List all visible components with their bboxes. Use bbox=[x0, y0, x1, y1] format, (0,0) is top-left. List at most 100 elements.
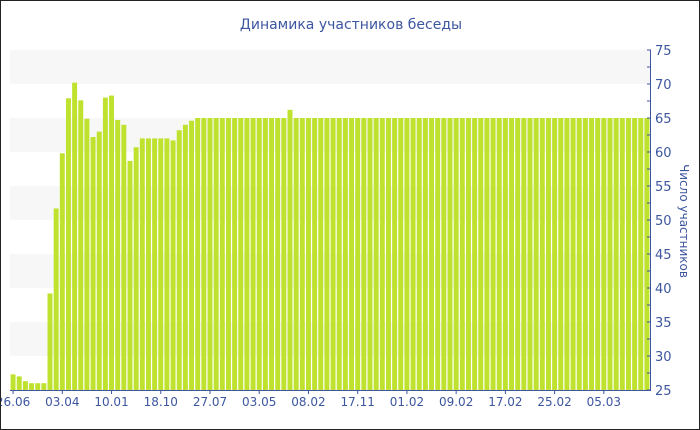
bar bbox=[453, 118, 459, 390]
bar bbox=[509, 118, 515, 390]
bar bbox=[65, 98, 71, 390]
bar bbox=[422, 118, 428, 390]
x-tick-label: 10.01 bbox=[94, 395, 128, 409]
bar bbox=[484, 118, 490, 390]
bar bbox=[182, 124, 188, 391]
bar bbox=[447, 118, 453, 390]
bar bbox=[564, 118, 570, 390]
x-tick-label: 01.02 bbox=[390, 395, 424, 409]
bar bbox=[349, 118, 355, 390]
bar bbox=[570, 118, 576, 390]
y-tick-label: 30 bbox=[655, 350, 672, 365]
bar bbox=[545, 118, 551, 390]
bar bbox=[22, 381, 28, 390]
bar bbox=[521, 118, 527, 390]
x-tick-label: 05.03 bbox=[587, 395, 621, 409]
y-tick-label: 25 bbox=[655, 384, 672, 399]
bar bbox=[262, 118, 268, 390]
bar bbox=[72, 82, 78, 390]
y-tick-label: 40 bbox=[655, 282, 672, 297]
bar bbox=[152, 138, 158, 390]
bar bbox=[465, 118, 471, 390]
bar bbox=[35, 383, 41, 390]
y-tick-label: 65 bbox=[655, 112, 672, 127]
bar bbox=[533, 118, 539, 390]
bar bbox=[527, 118, 533, 390]
grid-band bbox=[10, 50, 650, 84]
bar bbox=[219, 118, 225, 390]
bar bbox=[176, 130, 182, 391]
bar bbox=[373, 118, 379, 390]
x-tick-label: 17.11 bbox=[341, 395, 375, 409]
x-tick-label: 25.02 bbox=[537, 395, 571, 409]
bar bbox=[78, 100, 84, 390]
bar bbox=[189, 120, 195, 390]
bar bbox=[502, 118, 508, 390]
bar bbox=[392, 118, 398, 390]
y-tick-label: 75 bbox=[655, 44, 672, 59]
bar bbox=[139, 138, 145, 390]
bar bbox=[459, 118, 465, 390]
y-tick-label: 45 bbox=[655, 248, 672, 263]
bar bbox=[299, 118, 305, 390]
y-tick-label: 50 bbox=[655, 214, 672, 229]
bar bbox=[367, 118, 373, 390]
bar bbox=[127, 160, 133, 390]
bar bbox=[90, 137, 96, 390]
bar bbox=[195, 118, 201, 390]
x-tick-label: 26.06 bbox=[1, 395, 30, 409]
bar bbox=[170, 140, 176, 390]
bar bbox=[601, 118, 607, 390]
y-tick-label: 70 bbox=[655, 78, 672, 93]
y-tick-label: 35 bbox=[655, 316, 672, 331]
bar bbox=[582, 118, 588, 390]
x-tick-label: 08.02 bbox=[291, 395, 325, 409]
bar bbox=[472, 118, 478, 390]
bar bbox=[638, 118, 644, 390]
bar bbox=[115, 120, 121, 390]
bar bbox=[225, 118, 231, 390]
bar bbox=[96, 131, 102, 390]
bar bbox=[201, 118, 207, 390]
bar bbox=[336, 118, 342, 390]
bar bbox=[305, 118, 311, 390]
x-tick-label: 03.04 bbox=[45, 395, 79, 409]
bar bbox=[287, 109, 293, 390]
x-tick-label: 18.10 bbox=[144, 395, 178, 409]
bar bbox=[404, 118, 410, 390]
y-tick-label: 55 bbox=[655, 180, 672, 195]
bar bbox=[84, 118, 90, 391]
bar bbox=[539, 118, 545, 390]
bar bbox=[121, 124, 127, 391]
bar bbox=[607, 118, 613, 390]
bar bbox=[644, 118, 650, 390]
bar bbox=[330, 118, 336, 390]
x-tick-label: 03.05 bbox=[242, 395, 276, 409]
bar bbox=[324, 118, 330, 390]
bar bbox=[133, 147, 139, 390]
bar bbox=[342, 118, 348, 390]
bar bbox=[576, 118, 582, 390]
bar bbox=[478, 118, 484, 390]
bar bbox=[164, 138, 170, 390]
bar bbox=[312, 118, 318, 390]
bar bbox=[293, 118, 299, 390]
bar bbox=[361, 118, 367, 390]
bar bbox=[515, 118, 521, 390]
bar bbox=[10, 374, 16, 390]
bar bbox=[595, 118, 601, 390]
x-tick-label: 27.07 bbox=[193, 395, 227, 409]
bar bbox=[269, 118, 275, 390]
bar bbox=[385, 118, 391, 390]
bar bbox=[238, 118, 244, 390]
bar bbox=[435, 118, 441, 390]
bar bbox=[619, 118, 625, 390]
bar bbox=[558, 118, 564, 390]
bar bbox=[490, 118, 496, 390]
bar bbox=[429, 118, 435, 390]
bar bbox=[256, 118, 262, 390]
bar bbox=[410, 118, 416, 390]
bar bbox=[318, 118, 324, 390]
